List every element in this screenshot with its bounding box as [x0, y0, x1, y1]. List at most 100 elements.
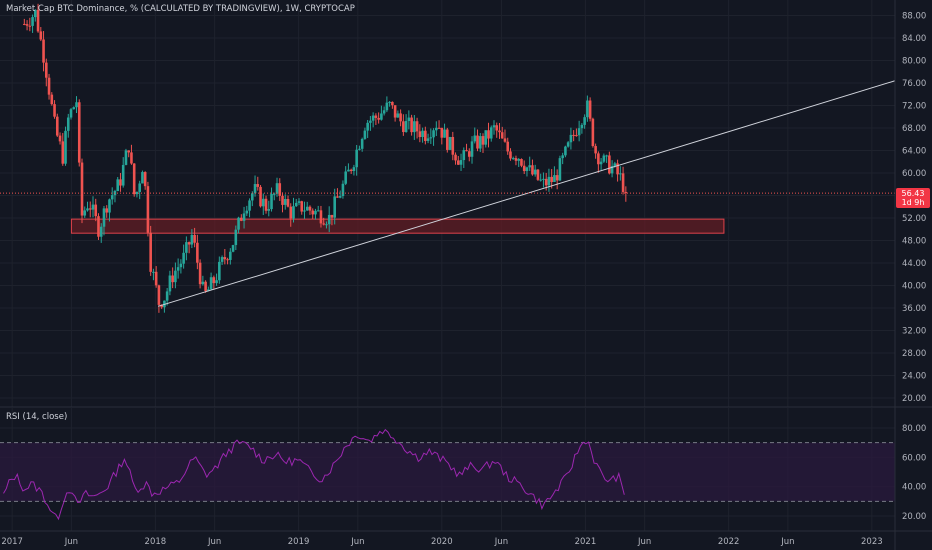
- candle-body: [544, 178, 548, 186]
- candle-body: [229, 251, 232, 260]
- candle-body: [261, 198, 265, 207]
- candle-body: [371, 115, 375, 121]
- candle-body: [500, 132, 504, 139]
- price-tick-label: 40.00: [902, 282, 926, 292]
- time-tick-label: Jun: [350, 537, 364, 547]
- candle-body: [602, 155, 606, 162]
- candle-body: [533, 169, 537, 175]
- trendline[interactable]: [157, 80, 896, 307]
- candle-body: [86, 208, 89, 211]
- candle-body: [292, 206, 295, 219]
- rsi-axis[interactable]: 80.00 60.00 40.00 20.00: [902, 424, 926, 522]
- candle-body: [179, 263, 183, 268]
- candle-body: [215, 280, 218, 284]
- candle-body: [152, 271, 155, 273]
- candle-body: [297, 201, 301, 203]
- candle-body: [168, 275, 172, 292]
- candle-body: [157, 285, 161, 305]
- candle-body: [308, 206, 312, 211]
- candle-body: [270, 193, 273, 210]
- price-tick-label: 32.00: [902, 327, 926, 337]
- candle-body: [481, 136, 485, 145]
- candle-body: [487, 130, 490, 139]
- candle-body: [294, 202, 298, 207]
- candle-body: [165, 291, 169, 301]
- candle-body: [143, 172, 147, 187]
- candle-body: [347, 169, 350, 172]
- candle-body: [121, 164, 125, 186]
- candle-body: [272, 193, 276, 195]
- candle-body: [69, 109, 73, 118]
- rsi-label: RSI (14, close): [6, 412, 68, 422]
- time-tick-label: Jun: [637, 537, 651, 547]
- candle-body: [108, 199, 111, 213]
- candle-body: [28, 25, 32, 27]
- price-tick-label: 72.00: [902, 102, 926, 112]
- candle-body: [429, 137, 433, 139]
- candle-body: [55, 116, 59, 136]
- candle-body: [454, 154, 457, 161]
- candle-body: [187, 242, 191, 245]
- candle-body: [253, 184, 257, 194]
- candle-body: [407, 117, 411, 122]
- candle-body: [226, 259, 229, 261]
- candle-body: [440, 127, 444, 138]
- candle-body: [577, 128, 581, 136]
- candle-body: [72, 107, 76, 110]
- rsi-tick-label: 40.00: [902, 483, 926, 493]
- last-price-tag: 56.43 1d 9h: [896, 188, 930, 208]
- candle-body: [80, 162, 84, 216]
- candle-body: [432, 130, 435, 138]
- candle-body: [599, 161, 603, 165]
- candle-body: [44, 62, 48, 78]
- price-tick-label: 44.00: [902, 259, 926, 269]
- candle-body: [624, 192, 628, 194]
- candle-body: [327, 214, 331, 225]
- candle-body: [426, 138, 430, 141]
- time-tick-label: Jun: [64, 537, 78, 547]
- candle-body: [396, 113, 400, 118]
- rsi-band: [0, 442, 895, 502]
- candle-body: [311, 210, 315, 215]
- candle-body: [388, 101, 391, 103]
- candle-body: [333, 196, 336, 218]
- candle-body: [415, 121, 419, 132]
- support-zone[interactable]: [70, 218, 725, 234]
- candle-body: [305, 206, 309, 211]
- candle-body: [250, 193, 254, 201]
- candle-body: [300, 201, 304, 212]
- candle-body: [88, 208, 92, 210]
- candle-body: [248, 200, 251, 211]
- candle-body: [418, 131, 422, 138]
- candle-body: [489, 127, 493, 139]
- price-tick-label: 84.00: [902, 34, 926, 44]
- candle-body: [522, 165, 526, 172]
- bar-countdown: 1d 9h: [901, 198, 925, 207]
- candle-body: [569, 134, 573, 143]
- candle-body: [174, 270, 177, 283]
- candle-body: [53, 104, 56, 117]
- candle-body: [204, 281, 207, 292]
- candle-body: [498, 130, 501, 133]
- candle-body: [542, 178, 545, 180]
- candle-body: [448, 136, 452, 150]
- candle-body: [182, 252, 185, 264]
- candle-body: [34, 9, 37, 18]
- candle-body: [588, 100, 592, 119]
- candle-body: [597, 153, 600, 165]
- candles: [23, 3, 628, 313]
- candle-body: [50, 94, 54, 105]
- candle-body: [281, 195, 284, 205]
- time-axis[interactable]: 2017 Jun 2018 Jun 2019 Jun 2020 Jun 2021 Jun 2022 J…: [1, 537, 882, 547]
- candle-body: [176, 267, 180, 271]
- candle-body: [443, 129, 446, 138]
- candle-body: [141, 172, 144, 184]
- candle-body: [605, 155, 608, 157]
- candle-body: [608, 155, 611, 174]
- candle-body: [336, 196, 339, 198]
- candle-body: [338, 196, 342, 198]
- price-tick-label: 80.00: [902, 57, 926, 67]
- candle-body: [536, 169, 540, 180]
- candle-body: [193, 234, 196, 243]
- candle-body: [237, 217, 240, 230]
